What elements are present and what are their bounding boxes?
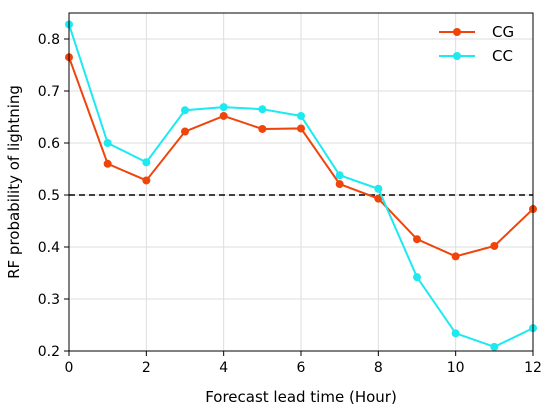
y-tick-label: 0.8 xyxy=(38,32,60,48)
data-point xyxy=(103,139,112,147)
data-point xyxy=(219,111,228,120)
data-point xyxy=(413,273,421,282)
legend-item-cg: CG xyxy=(439,23,514,41)
legend-marker xyxy=(453,28,461,36)
y-tick-label: 0.6 xyxy=(38,136,60,152)
x-axis-ticks: 0 2 4 6 8 10 12 xyxy=(65,351,542,376)
data-point xyxy=(258,105,267,114)
legend-item-cc: CC xyxy=(439,47,513,65)
data-point xyxy=(451,329,460,338)
y-tick-label: 0.3 xyxy=(38,292,60,308)
data-point xyxy=(142,158,151,167)
y-axis-label: RF probability of lightning xyxy=(5,85,23,279)
data-point xyxy=(181,127,189,136)
x-tick-label: 12 xyxy=(524,360,542,376)
x-tick-label: 0 xyxy=(65,360,74,376)
data-point xyxy=(451,252,460,261)
x-axis-label: Forecast lead time (Hour) xyxy=(205,388,397,406)
data-point xyxy=(374,194,383,203)
series-cg xyxy=(65,53,537,261)
y-tick-label: 0.4 xyxy=(38,240,60,256)
y-tick-label: 0.7 xyxy=(38,84,60,100)
data-point xyxy=(335,180,344,189)
x-tick-label: 8 xyxy=(374,360,383,376)
data-point xyxy=(413,235,421,244)
data-point xyxy=(297,111,305,120)
data-point xyxy=(374,184,383,193)
data-point xyxy=(142,176,151,185)
data-point xyxy=(335,171,344,180)
data-point xyxy=(258,124,267,133)
x-tick-label: 10 xyxy=(447,360,465,376)
series-layer xyxy=(65,20,537,351)
data-point xyxy=(297,124,305,133)
data-point xyxy=(490,342,499,351)
data-point xyxy=(219,103,228,112)
x-tick-label: 2 xyxy=(142,360,151,376)
legend-label: CG xyxy=(492,23,514,41)
y-tick-label: 0.5 xyxy=(38,188,60,204)
data-point xyxy=(181,106,189,115)
legend: CG CC xyxy=(439,23,514,65)
y-axis-ticks: 0.2 0.3 0.4 0.5 0.6 0.7 0.8 xyxy=(38,32,69,360)
x-tick-label: 6 xyxy=(297,360,306,376)
data-point xyxy=(103,159,112,168)
grid-lines xyxy=(68,13,534,352)
y-tick-label: 0.2 xyxy=(38,344,60,360)
series-cc xyxy=(65,20,537,351)
data-point xyxy=(490,241,499,250)
legend-marker xyxy=(453,52,461,60)
legend-label: CC xyxy=(492,47,513,65)
x-tick-label: 4 xyxy=(219,360,228,376)
